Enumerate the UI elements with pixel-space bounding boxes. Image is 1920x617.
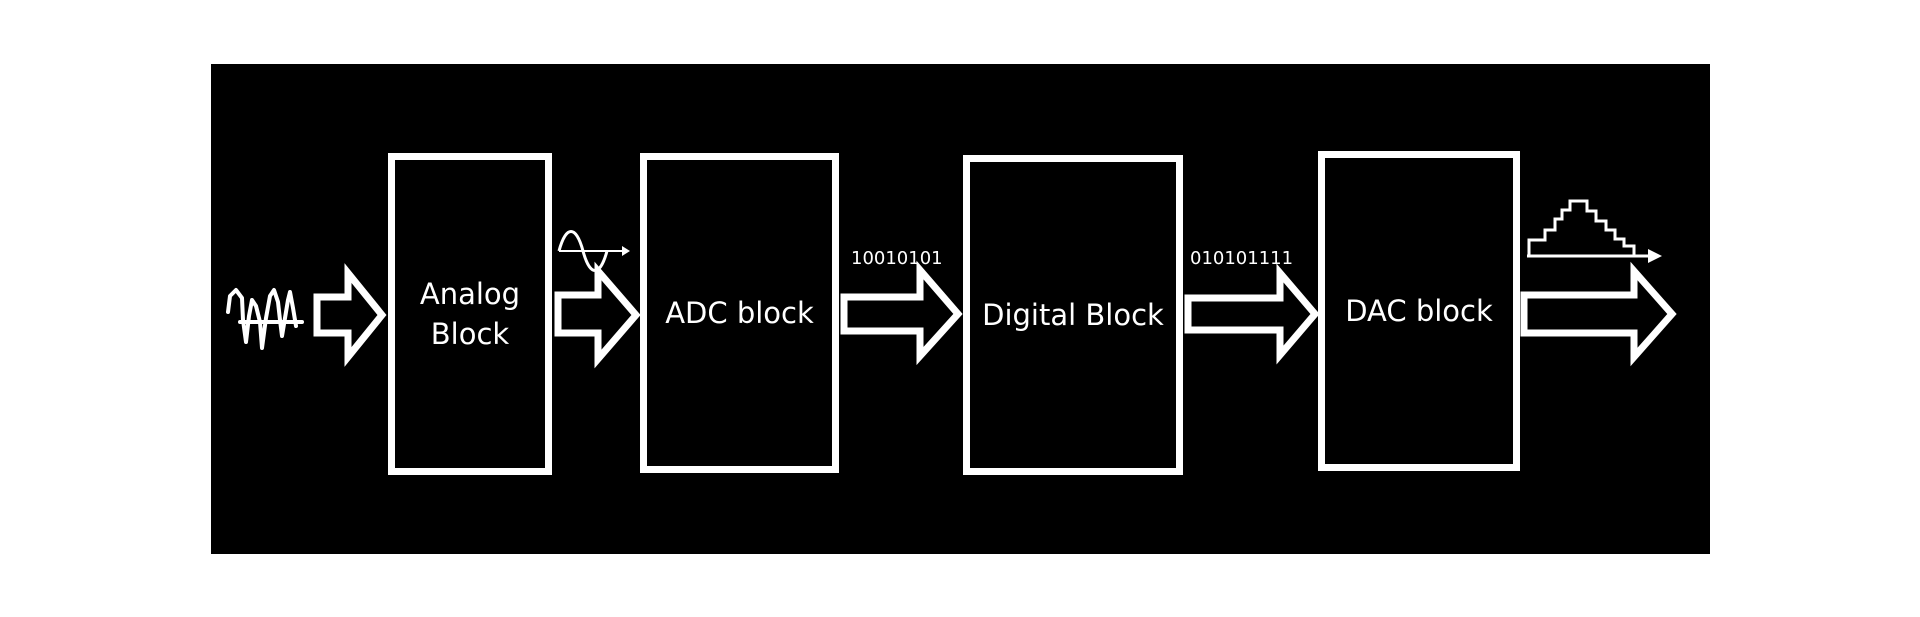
adc-block: ADC block (640, 153, 839, 473)
digital-block: Digital Block (963, 155, 1183, 475)
adc-block-label: ADC block (665, 296, 814, 330)
analog-block: Analog Block (388, 153, 552, 475)
adc-output-bits: 10010101 (851, 248, 943, 269)
analog-block-label: Analog Block (419, 277, 521, 351)
digital-block-label: Digital Block (982, 298, 1164, 332)
digital-output-bits: 010101111 (1190, 248, 1294, 269)
dac-block-label: DAC block (1345, 294, 1493, 328)
dac-block: DAC block (1318, 151, 1520, 471)
